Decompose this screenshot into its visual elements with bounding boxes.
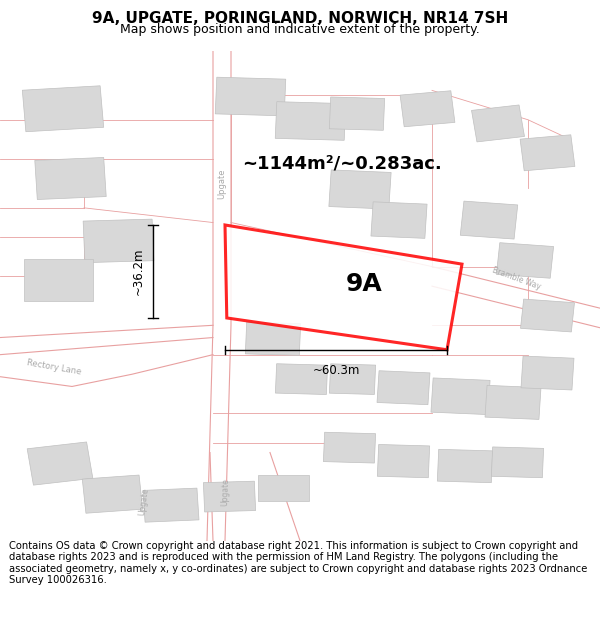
Bar bbox=[329, 364, 376, 394]
Bar bbox=[329, 170, 391, 209]
Text: ~1144m²/~0.283ac.: ~1144m²/~0.283ac. bbox=[242, 155, 442, 172]
Bar bbox=[377, 371, 430, 404]
Bar bbox=[521, 299, 574, 332]
Bar bbox=[472, 105, 524, 142]
Bar bbox=[431, 378, 490, 414]
Text: Bramble Way: Bramble Way bbox=[491, 266, 541, 292]
Text: 9A, UPGATE, PORINGLAND, NORWICH, NR14 7SH: 9A, UPGATE, PORINGLAND, NORWICH, NR14 7S… bbox=[92, 11, 508, 26]
Text: Upgate: Upgate bbox=[220, 478, 230, 506]
Bar bbox=[275, 102, 346, 140]
Bar bbox=[496, 242, 554, 278]
Text: Upgate: Upgate bbox=[218, 168, 227, 199]
Bar bbox=[521, 356, 574, 390]
Bar bbox=[437, 449, 493, 482]
Bar bbox=[323, 432, 376, 463]
Text: Contains OS data © Crown copyright and database right 2021. This information is : Contains OS data © Crown copyright and d… bbox=[9, 541, 587, 586]
Bar bbox=[35, 158, 106, 199]
Bar bbox=[485, 386, 541, 419]
Bar bbox=[377, 444, 430, 478]
Text: 9A: 9A bbox=[346, 272, 383, 296]
Bar bbox=[203, 481, 256, 512]
Text: Map shows position and indicative extent of the property.: Map shows position and indicative extent… bbox=[120, 23, 480, 36]
Bar bbox=[83, 219, 154, 262]
Bar bbox=[275, 364, 328, 394]
Bar bbox=[520, 135, 575, 171]
Text: Rectory Lane: Rectory Lane bbox=[26, 357, 82, 376]
Bar bbox=[371, 202, 427, 238]
Bar bbox=[22, 86, 104, 132]
Bar bbox=[27, 442, 93, 485]
Bar bbox=[245, 322, 301, 356]
Bar bbox=[24, 259, 93, 301]
Bar bbox=[400, 91, 455, 127]
Text: ~60.3m: ~60.3m bbox=[313, 364, 359, 377]
Text: ~36.2m: ~36.2m bbox=[131, 248, 145, 295]
Bar bbox=[460, 201, 518, 239]
Bar bbox=[143, 488, 199, 522]
Bar bbox=[491, 447, 544, 478]
Polygon shape bbox=[225, 225, 462, 350]
Bar bbox=[258, 474, 309, 501]
Bar bbox=[215, 78, 286, 116]
Bar bbox=[82, 475, 143, 513]
Text: Upgate: Upgate bbox=[137, 487, 151, 516]
Bar bbox=[329, 97, 385, 130]
